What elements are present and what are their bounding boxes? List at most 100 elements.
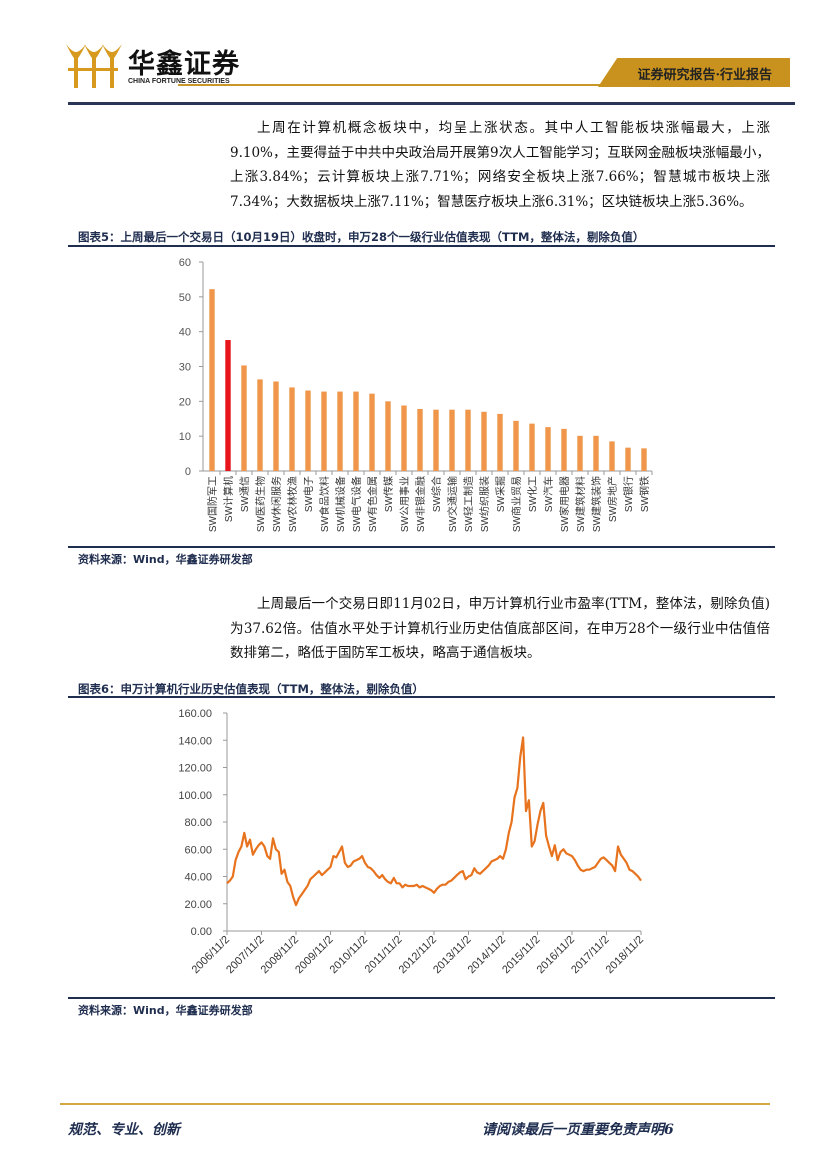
bar: [321, 391, 327, 471]
bar: [225, 340, 231, 471]
x-tick-label: SW汽车: [542, 476, 555, 512]
y-tick-label: 120.00: [178, 763, 212, 775]
y-tick-label: 140.00: [178, 735, 212, 747]
x-tick-label: SW轻工制造: [462, 476, 475, 532]
paragraph-text: 上周最后一个交易日即11月02日，申万计算机行业市盈率(TTM，整体法，剔除负值…: [230, 596, 770, 661]
pe-series-line: [226, 736, 642, 907]
figure6-source: 资料来源：Wind，华鑫证券研发部: [78, 1004, 253, 1017]
x-tick-label: SW有色金属: [366, 476, 379, 532]
footer-disclaimer: 请阅读最后一页重要免责声明6: [482, 1119, 674, 1139]
y-tick-label: 10: [179, 431, 191, 443]
footer-rule: [60, 1103, 770, 1105]
bar: [465, 409, 471, 471]
x-tick-label: SW纺织服装: [478, 476, 491, 532]
line-chart-computer-pe-history: 0.00 20.00 40.00 60.00 80.00 100.00 120.00 140.…: [178, 708, 647, 977]
bar: [529, 423, 535, 471]
bar: [385, 401, 391, 471]
report-type-banner: 证券研究报告·行业报告: [598, 58, 790, 87]
bar: [641, 448, 647, 471]
y-tick-label: 40.00: [184, 872, 212, 884]
y-tick-label: 20.00: [184, 899, 212, 911]
report-type: 证券研究报告·行业报告: [637, 68, 772, 83]
figure5-title: 图表5：上周最后一个交易日（10月19日）收盘时，申万28个一级行业估值表现（T…: [78, 230, 645, 244]
y-tick-label: 100.00: [178, 790, 212, 802]
bar: [241, 365, 247, 471]
y-tick-label: 40: [179, 327, 191, 339]
y-tick-label: 0.00: [191, 926, 212, 938]
bar: [337, 391, 343, 471]
bar: [497, 413, 503, 471]
bar: [289, 387, 295, 471]
x-tick-label: 2018/11/2: [604, 934, 647, 977]
x-tick-label: SW通信: [239, 476, 251, 512]
figure6-top-rule: [68, 696, 775, 698]
header-gold-rule: [178, 84, 608, 86]
x-tick-label: SW食品饮料: [318, 476, 331, 532]
x-tick-label: SW交通运输: [446, 476, 459, 532]
x-tick-label: SW综合: [430, 476, 443, 512]
figure5-bottom-rule: [68, 546, 775, 548]
bar: [401, 405, 407, 471]
bar: [449, 409, 455, 471]
x-tick-label: 2010/11/2: [328, 934, 371, 977]
x-tick-label: SW农林牧渔: [286, 476, 299, 532]
bar: [417, 408, 423, 471]
figure6-bottom-rule: [68, 997, 775, 999]
bar: [481, 411, 487, 471]
y-tick-label: 60.00: [184, 844, 212, 856]
x-tick-label: SW国防军工: [206, 476, 219, 532]
bar: [369, 393, 375, 471]
footer-slogan: 规范、专业、创新: [68, 1122, 180, 1138]
bar: [209, 289, 215, 471]
x-tick-label: SW建筑装饰: [590, 476, 603, 532]
footer-disclaimer-text: 请阅读最后一页重要免责声明: [482, 1122, 664, 1138]
y-tick-label: 0: [185, 466, 191, 478]
x-tick-label: SW传媒: [383, 476, 395, 512]
x-tick-label: SW采掘: [494, 476, 507, 512]
y-tick-label: 20: [179, 396, 191, 408]
x-tick-label: SW公用事业: [398, 476, 411, 532]
paragraph-sector-performance: 上周在计算机概念板块中，均呈上涨状态。其中人工智能板块涨幅最大，上涨9.10%，…: [230, 116, 770, 214]
x-tick-label: SW机械设备: [334, 476, 347, 532]
y-tick-label: 160.00: [178, 708, 212, 720]
paragraph-valuation: 上周最后一个交易日即11月02日，申万计算机行业市盈率(TTM，整体法，剔除负值…: [230, 592, 770, 666]
x-tick-label: SW商业贸易: [510, 476, 523, 532]
bar: [257, 379, 263, 471]
x-tick-label: SW电子: [302, 476, 315, 512]
page-number: 6: [664, 1122, 674, 1138]
torch-logo-icon: [66, 44, 122, 88]
bar: [353, 391, 359, 471]
logo-name-cn: 华鑫证券: [128, 49, 240, 80]
x-tick-label: SW非银金融: [414, 476, 427, 532]
x-tick-label: SW休闲服务: [270, 476, 283, 532]
bar: [273, 381, 279, 471]
bar: [545, 427, 551, 471]
header-rule: [68, 102, 795, 105]
bar-chart-industry-pe: 0 10 20 30 40 50 60 SW国防军工 SW计算机 SW通信 SW医药生物 SW休闲服务…: [179, 257, 653, 532]
y-tick-label: 60: [179, 257, 191, 269]
figure5-top-rule: [68, 245, 775, 247]
x-tick-label: SW电气设备: [350, 476, 363, 532]
x-tick-label: SW房地产: [606, 476, 619, 522]
bar: [561, 428, 567, 471]
y-tick-label: 80.00: [184, 817, 212, 829]
bar: [305, 390, 311, 471]
x-tick-label: SW钢铁: [638, 476, 651, 512]
figure5-source: 资料来源：Wind，华鑫证券研发部: [78, 553, 253, 566]
figure6-title: 图表6：申万计算机行业历史估值表现（TTM，整体法，剔除负值）: [78, 682, 424, 696]
x-tick-label: SW家用电器: [558, 476, 571, 532]
paragraph-text: 上周在计算机概念板块中，均呈上涨状态。其中人工智能板块涨幅最大，上涨9.10%，…: [230, 120, 770, 210]
bar: [609, 441, 615, 471]
y-tick-label: 50: [179, 292, 191, 304]
bar: [593, 435, 599, 471]
y-tick-label: 30: [179, 362, 191, 374]
company-logo: [62, 40, 124, 90]
bar: [625, 447, 631, 471]
bar: [577, 435, 583, 471]
x-tick-label: SW计算机: [222, 476, 235, 522]
bar: [513, 420, 519, 471]
x-tick-label: SW建筑材料: [574, 476, 587, 532]
x-tick-label: SW银行: [622, 476, 635, 512]
bar: [433, 409, 439, 471]
logo-name-en: CHINA FORTUNE SECURITIES: [128, 78, 230, 85]
